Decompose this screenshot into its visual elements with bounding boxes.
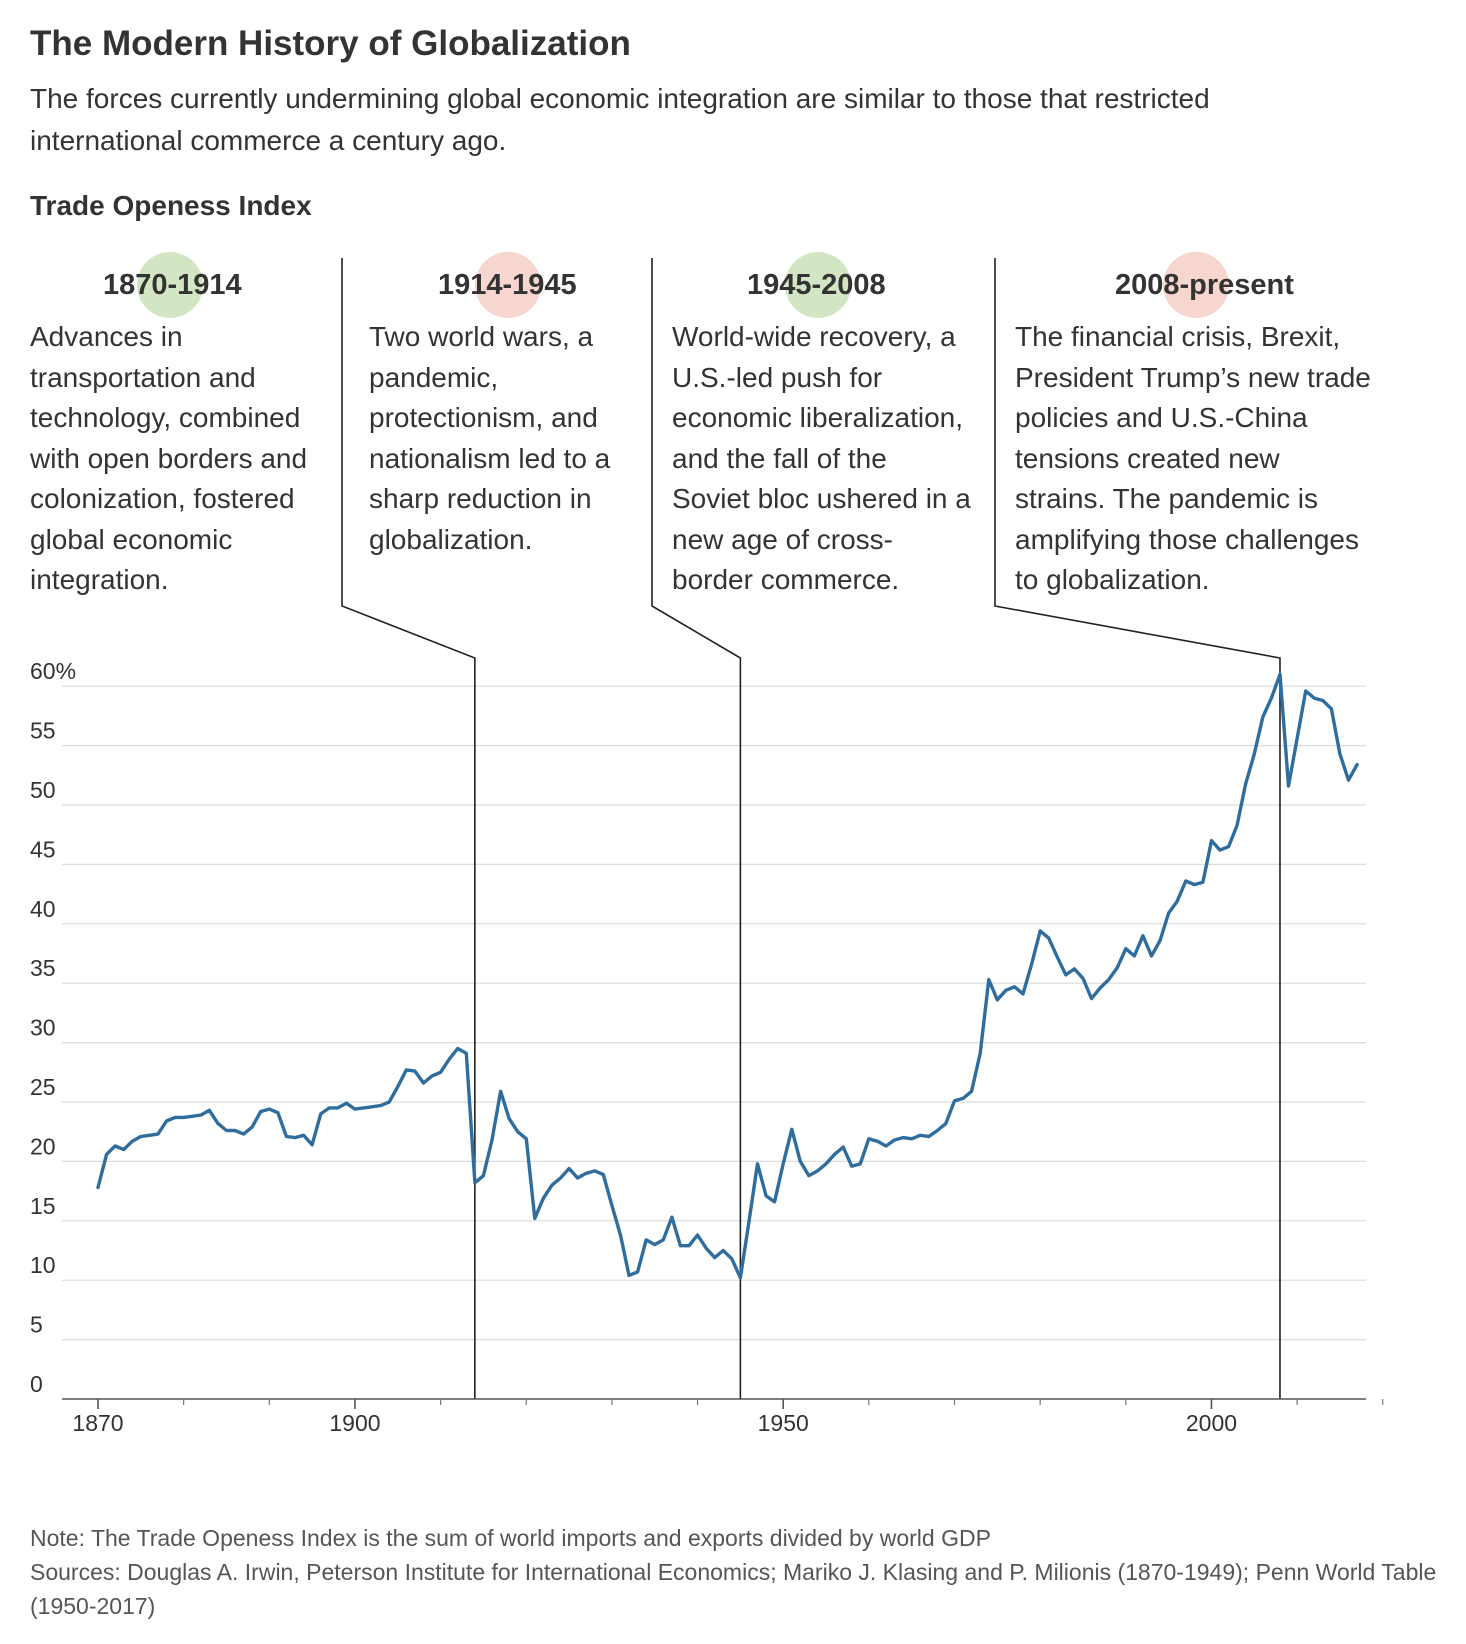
era-description: Two world wars, a pandemic, protectionis… [369, 321, 611, 555]
era-boundary-line [994, 258, 1281, 1399]
y-tick-label: 15 [30, 1193, 56, 1219]
y-tick-label: 40 [30, 896, 56, 922]
y-tick-label: 60% [30, 658, 76, 684]
y-tick-label: 30 [30, 1015, 56, 1041]
chart-subtitle: The forces currently undermining global … [30, 83, 1210, 156]
x-tick-label: 1900 [329, 1410, 380, 1436]
era-boundary-line [651, 258, 742, 1399]
x-tick-label: 1950 [758, 1410, 809, 1436]
sources-text: Sources: Douglas A. Irwin, Peterson Inst… [30, 1559, 1437, 1619]
era-description: The financial crisis, Brexit, President … [1015, 321, 1371, 595]
y-tick-label: 10 [30, 1252, 56, 1278]
era-description: Advances in transportation and technolog… [30, 321, 308, 595]
era-marker-dot [1163, 252, 1229, 318]
era-period: 1870-1914 [103, 269, 242, 301]
era-period: 2008-present [1115, 269, 1294, 301]
y-tick-label: 5 [30, 1312, 43, 1338]
y-tick-label: 45 [30, 836, 56, 862]
index-label: Trade Openess Index [30, 190, 312, 221]
x-tick-label: 1870 [72, 1410, 123, 1436]
chart-notes: Note: The Trade Openess Index is the sum… [30, 1521, 1450, 1623]
era-marker-dot [785, 252, 851, 318]
trade-openness-line [96, 672, 1359, 1280]
era-connector-lines [341, 258, 1281, 1399]
era-period: 1914-1945 [438, 269, 577, 301]
era-period: 1945-2008 [747, 269, 886, 301]
era-boundary-line [341, 258, 476, 1399]
y-tick-label: 20 [30, 1133, 56, 1159]
era-marker-dot [137, 252, 203, 318]
axes: 0 5 10 15 20 25 30 35 40 45 50 55 60% 1870 1900 1950 200… [30, 658, 1384, 1436]
x-tick-label: 2000 [1186, 1410, 1237, 1436]
era-marker-dot [475, 252, 541, 318]
y-tick-label: 35 [30, 955, 56, 981]
y-tick-label: 50 [30, 777, 56, 803]
gridlines [62, 685, 1366, 1341]
note-text: Note: The Trade Openess Index is the sum… [30, 1525, 991, 1551]
data-series [96, 672, 1359, 1280]
era-description: World-wide recovery, a U.S.-led push for… [672, 321, 971, 595]
y-tick-label: 25 [30, 1074, 56, 1100]
chart-title: The Modern History of Globalization [30, 24, 631, 63]
y-tick-label: 55 [30, 718, 56, 744]
y-tick-label: 0 [30, 1371, 43, 1397]
